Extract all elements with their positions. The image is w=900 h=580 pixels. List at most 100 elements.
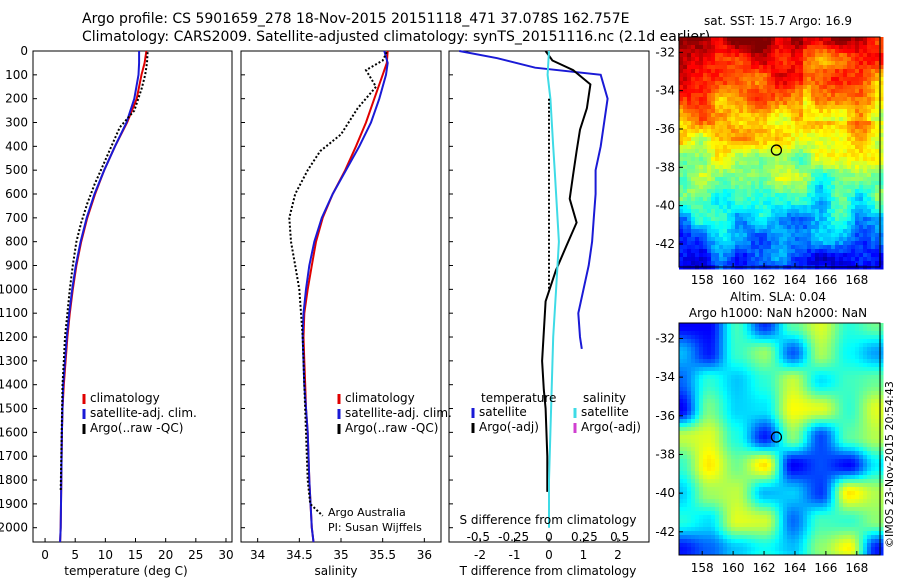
sst-pixel bbox=[739, 221, 744, 226]
sst-pixel bbox=[759, 49, 764, 54]
sst-pixel bbox=[699, 225, 704, 230]
sla-pixel bbox=[807, 443, 812, 448]
sst-pixel bbox=[815, 101, 820, 106]
sst-pixel bbox=[835, 133, 840, 138]
sst-pixel bbox=[871, 157, 876, 162]
sst-pixel bbox=[703, 229, 708, 234]
sst-pixel bbox=[751, 253, 756, 258]
sla-pixel bbox=[719, 379, 724, 384]
sst-pixel bbox=[879, 57, 884, 62]
sst-pixel bbox=[751, 129, 756, 134]
sla-pixel bbox=[723, 367, 728, 372]
sst-pixel bbox=[751, 145, 756, 150]
sla-pixel bbox=[695, 339, 700, 344]
sst-pixel bbox=[755, 149, 760, 154]
sst-pixel bbox=[771, 89, 776, 94]
sst-pixel bbox=[855, 81, 860, 86]
sst-pixel bbox=[691, 201, 696, 206]
sst-pixel bbox=[723, 89, 728, 94]
sst-pixel bbox=[743, 141, 748, 146]
sst-pixel bbox=[699, 257, 704, 262]
sla-pixel bbox=[711, 415, 716, 420]
sla-pixel bbox=[819, 423, 824, 428]
sla-pixel bbox=[791, 323, 796, 328]
sst-pixel bbox=[767, 49, 772, 54]
sst-pixel bbox=[691, 217, 696, 222]
sst-pixel bbox=[739, 209, 744, 214]
sla-pixel bbox=[863, 359, 868, 364]
sst-pixel bbox=[703, 249, 708, 254]
y-tick-label: 800 bbox=[5, 235, 28, 249]
sst-pixel bbox=[759, 245, 764, 250]
sla-pixel bbox=[755, 451, 760, 456]
sst-pixel bbox=[831, 225, 836, 230]
sst-pixel bbox=[719, 129, 724, 134]
sst-pixel bbox=[783, 45, 788, 50]
sst-pixel bbox=[771, 133, 776, 138]
sla-pixel bbox=[691, 459, 696, 464]
sla-pixel bbox=[863, 379, 868, 384]
sst-pixel bbox=[735, 109, 740, 114]
sla-pixel bbox=[711, 443, 716, 448]
sla-pixel bbox=[679, 407, 684, 412]
sla-pixel bbox=[799, 411, 804, 416]
sst-pixel bbox=[775, 85, 780, 90]
sst-pixel bbox=[859, 213, 864, 218]
series-salinity-satellite bbox=[546, 50, 560, 528]
sst-pixel bbox=[855, 245, 860, 250]
sla-pixel bbox=[783, 339, 788, 344]
sst-pixel bbox=[863, 69, 868, 74]
sst-pixel bbox=[691, 53, 696, 58]
sla-pixel bbox=[735, 435, 740, 440]
sst-pixel bbox=[683, 141, 688, 146]
sst-pixel bbox=[691, 85, 696, 90]
sst-pixel bbox=[827, 157, 832, 162]
sst-pixel bbox=[807, 225, 812, 230]
sst-pixel bbox=[731, 229, 736, 234]
sst-pixel bbox=[731, 41, 736, 46]
sst-pixel bbox=[735, 221, 740, 226]
sla-pixel bbox=[811, 359, 816, 364]
sla-pixel bbox=[767, 423, 772, 428]
sla-pixel bbox=[859, 379, 864, 384]
sst-pixel bbox=[835, 49, 840, 54]
sla-pixel bbox=[699, 459, 704, 464]
sst-pixel bbox=[819, 217, 824, 222]
sla-pixel bbox=[695, 403, 700, 408]
sst-pixel bbox=[879, 137, 884, 142]
sst-pixel bbox=[811, 165, 816, 170]
sst-pixel bbox=[791, 109, 796, 114]
sst-pixel bbox=[767, 137, 772, 142]
sla-pixel bbox=[755, 391, 760, 396]
sst-pixel bbox=[727, 53, 732, 58]
sla-pixel bbox=[695, 395, 700, 400]
sst-pixel bbox=[779, 237, 784, 242]
sst-pixel bbox=[807, 149, 812, 154]
sst-pixel bbox=[871, 149, 876, 154]
sla-pixel bbox=[799, 459, 804, 464]
sla-pixel bbox=[827, 459, 832, 464]
sst-pixel bbox=[795, 133, 800, 138]
sst-pixel bbox=[731, 73, 736, 78]
sst-pixel bbox=[807, 185, 812, 190]
sla-pixel bbox=[687, 323, 692, 328]
sla-pixel bbox=[683, 435, 688, 440]
sst-pixel bbox=[791, 105, 796, 110]
sst-pixel bbox=[683, 205, 688, 210]
sla-pixel bbox=[831, 367, 836, 372]
sst-pixel bbox=[843, 129, 848, 134]
sst-pixel bbox=[691, 61, 696, 66]
sst-pixel bbox=[739, 105, 744, 110]
sst-pixel bbox=[835, 261, 840, 266]
sst-pixel bbox=[751, 109, 756, 114]
sst-pixel bbox=[747, 205, 752, 210]
sla-pixel bbox=[807, 367, 812, 372]
sst-pixel bbox=[847, 77, 852, 82]
sla-pixel bbox=[775, 323, 780, 328]
sla-pixel bbox=[831, 379, 836, 384]
sst-pixel bbox=[767, 241, 772, 246]
sst-pixel bbox=[683, 113, 688, 118]
sst-pixel bbox=[707, 241, 712, 246]
sst-pixel bbox=[795, 245, 800, 250]
sla-pixel bbox=[763, 415, 768, 420]
